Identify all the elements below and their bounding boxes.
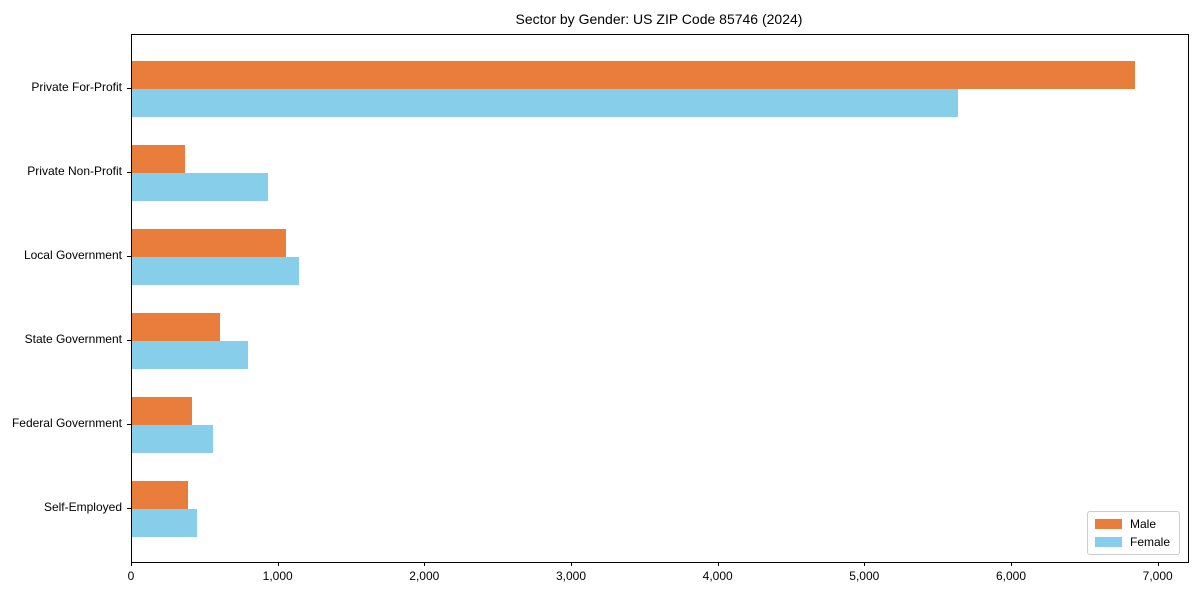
x-tick-0 (131, 562, 132, 566)
legend: Male Female (1086, 511, 1180, 555)
legend-label-male: Male (1129, 517, 1156, 531)
legend-swatch-male-icon (1094, 519, 1122, 529)
x-label-6000: 6,000 (995, 569, 1027, 583)
x-label-3000: 3,000 (555, 569, 587, 583)
x-tick-2000 (424, 562, 426, 566)
legend-swatch-female-icon (1094, 537, 1122, 547)
x-label-7000: 7,000 (1142, 569, 1173, 583)
bar-female-private-non-profit (132, 173, 269, 201)
y-tick-state-government (127, 340, 131, 341)
x-tick-5000 (864, 562, 866, 566)
y-tick-private-for-profit (127, 88, 131, 89)
y-tick-federal-government (127, 424, 131, 425)
legend-entry-male: Male (1094, 517, 1170, 531)
bar-female-self-employed (132, 509, 197, 537)
plot-area: Male Female (131, 34, 1189, 563)
bar-male-state-government (132, 313, 220, 341)
x-tick-1000 (277, 562, 279, 566)
x-tick-4000 (717, 562, 719, 566)
y-label-local-government: Local Government (23, 248, 122, 262)
bar-female-private-for-profit (132, 89, 958, 117)
y-tick-local-government (127, 256, 131, 257)
x-label-2000: 2,000 (409, 569, 440, 583)
x-tick-7000 (1157, 562, 1159, 566)
x-label-4000: 4,000 (702, 569, 733, 583)
x-label-0: 0 (127, 569, 135, 583)
chart-title: Sector by Gender: US ZIP Code 85746 (202… (515, 11, 803, 27)
bar-male-private-for-profit (132, 61, 1136, 89)
y-label-self-employed: Self-Employed (43, 500, 122, 514)
y-tick-self-employed (127, 508, 131, 509)
y-label-private-non-profit: Private Non-Profit (27, 164, 122, 178)
y-label-federal-government: Federal Government (11, 416, 122, 430)
x-tick-3000 (571, 562, 572, 566)
bar-male-private-non-profit (132, 145, 185, 173)
bar-male-federal-government (132, 397, 193, 425)
legend-entry-female: Female (1094, 535, 1170, 549)
x-tick-6000 (1011, 562, 1012, 566)
x-label-5000: 5,000 (849, 569, 880, 583)
y-tick-private-non-profit (127, 172, 131, 173)
legend-label-female: Female (1129, 535, 1170, 549)
bar-male-self-employed (132, 481, 188, 509)
bar-female-local-government (132, 257, 300, 285)
y-label-private-for-profit: Private For-Profit (31, 80, 122, 94)
bar-female-federal-government (132, 425, 213, 453)
x-label-1000: 1,000 (262, 569, 293, 583)
bar-female-state-government (132, 341, 248, 369)
bar-male-local-government (132, 229, 286, 257)
y-label-state-government: State Government (24, 332, 122, 346)
